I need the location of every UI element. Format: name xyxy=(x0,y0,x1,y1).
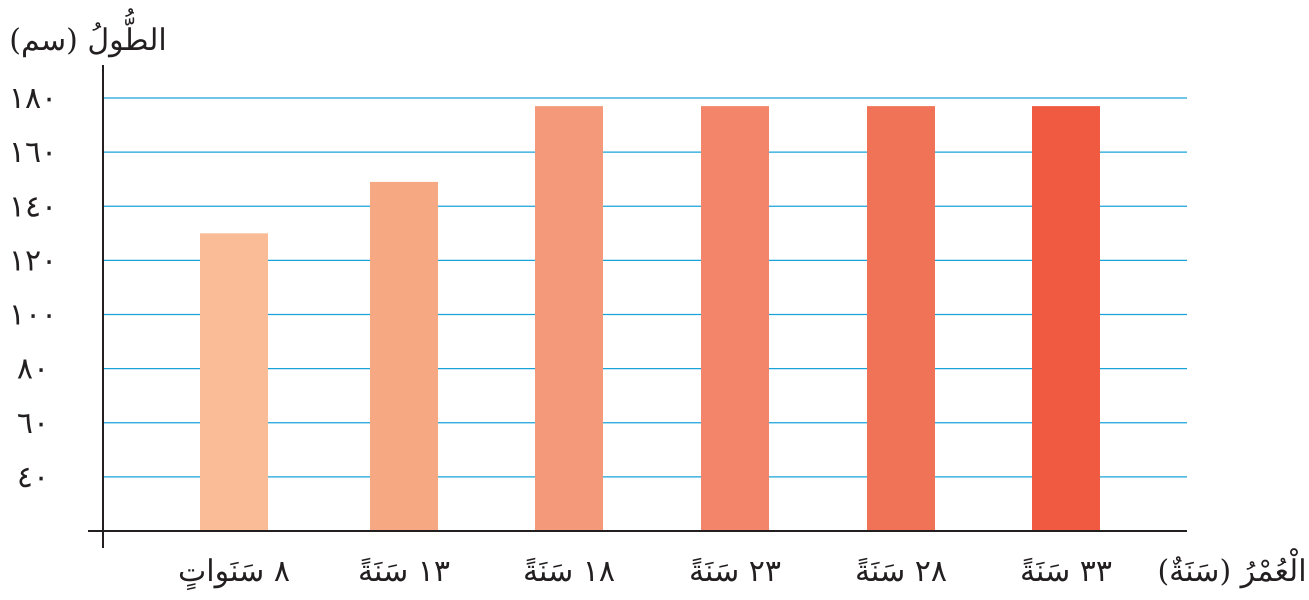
x-category-label: ٨ سَنَواتٍ xyxy=(178,554,290,591)
y-tick-label: ٦٠ xyxy=(17,406,49,441)
bar xyxy=(1032,106,1100,532)
x-category-label: ١٨ سَنَةً xyxy=(523,554,615,589)
x-category-label: ١٣ سَنَةً xyxy=(358,554,450,589)
x-category-label: ٢٣ سَنَةً xyxy=(689,554,781,589)
bars xyxy=(200,106,1100,532)
y-tick-label: ٨٠ xyxy=(17,352,49,387)
bar xyxy=(535,106,603,532)
x-category-label: ٣٣ سَنَةً xyxy=(1020,554,1112,589)
x-category-labels: ٨ سَنَواتٍ ١٣ سَنَةً ١٨ سَنَةً ٢٣ سَنَةً ٢٨ … xyxy=(178,554,1112,591)
y-tick-label: ١٦٠ xyxy=(9,135,57,170)
y-tick-label: ١٨٠ xyxy=(9,81,57,116)
y-tick-labels: ٤٠ ٦٠ ٨٠ ١٠٠ ١٢٠ ١٤٠ ١٦٠ ١٨٠ xyxy=(9,81,57,495)
bar xyxy=(701,106,769,532)
y-tick-label: ١٢٠ xyxy=(9,243,57,278)
y-axis-title: الطُّولُ (سم) xyxy=(9,7,166,58)
bar xyxy=(200,233,268,531)
bar xyxy=(370,181,438,532)
grid-lines xyxy=(103,97,1187,478)
y-tick-label: ٤٠ xyxy=(17,460,49,495)
bar xyxy=(867,106,935,532)
y-tick-label: ١٤٠ xyxy=(9,189,57,224)
x-category-label: ٢٨ سَنَةً xyxy=(855,554,947,589)
y-tick-label: ١٠٠ xyxy=(9,298,57,333)
x-axis-title: الْعُمْرُ (سَنَةٌ) xyxy=(1157,547,1306,589)
